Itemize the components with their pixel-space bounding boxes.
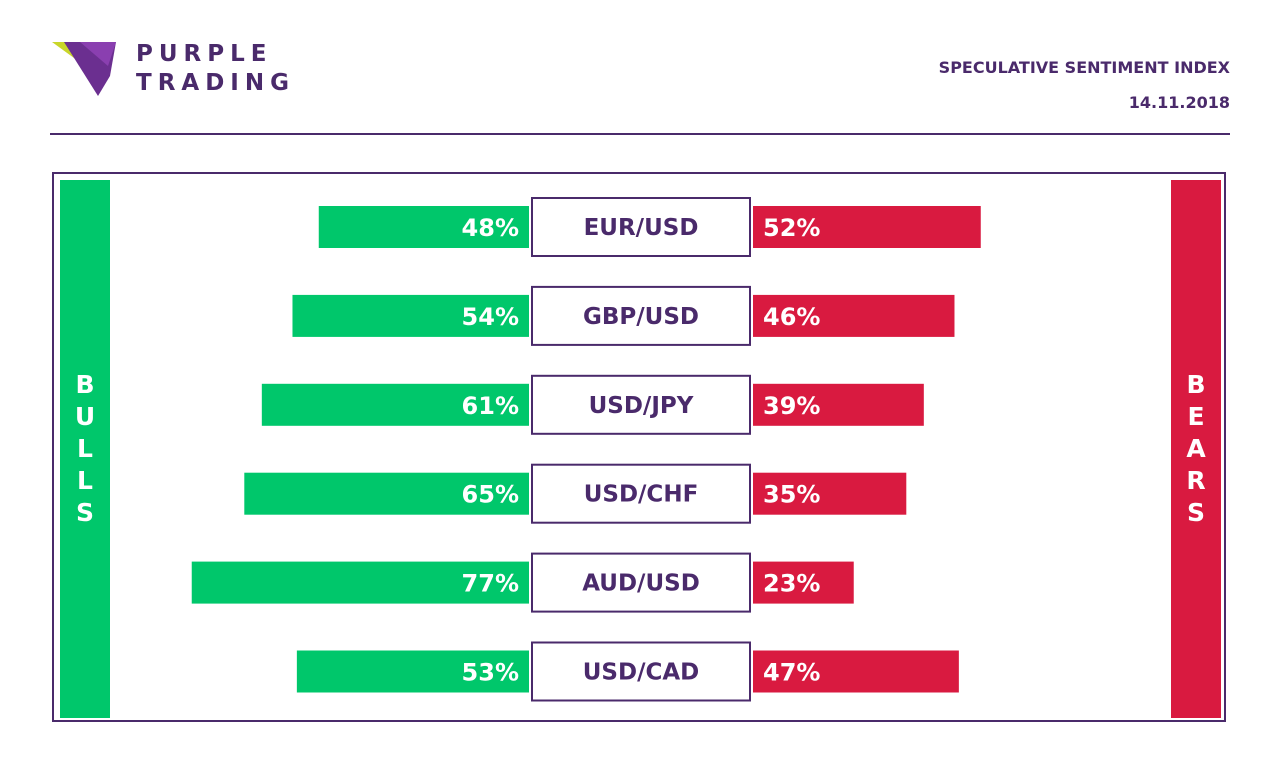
bears-bar: [753, 650, 959, 693]
pair-box: [531, 552, 751, 613]
bears-sidebar: BEARS: [1171, 180, 1221, 718]
pair-box: [531, 463, 751, 524]
bulls-bar: [318, 206, 529, 248]
bulls-value-label: 54%: [462, 303, 519, 331]
bulls-bar: [244, 472, 530, 515]
bears-value-label: 47%: [763, 659, 820, 687]
report-date: 14.11.2018: [1128, 93, 1230, 112]
bears-value-label: 23%: [763, 570, 820, 598]
bulls-label: BULLS: [74, 370, 96, 527]
bears-bar: [753, 472, 907, 515]
bulls-value-label: 61%: [462, 392, 519, 420]
header-divider: [50, 133, 1230, 135]
header-info: SPECULATIVE SENTIMENT INDEX 14.11.2018: [939, 58, 1230, 112]
bears-bar: [753, 383, 924, 426]
bulls-bar: [296, 650, 529, 693]
brand-name: PURPLE TRADING: [136, 40, 295, 98]
pair-box: [531, 374, 751, 435]
pair-box: [531, 197, 751, 257]
bulls-sidebar: BULLS: [60, 180, 110, 718]
brand-line-2: TRADING: [136, 70, 295, 96]
bulls-value-label: 53%: [462, 659, 519, 687]
brand-line-1: PURPLE: [136, 41, 273, 67]
currency-pair-label: GBP/USD: [583, 304, 699, 330]
bears-bar: [753, 206, 981, 248]
bears-bar: [753, 561, 854, 604]
purple-chevron-logo-icon: [52, 42, 116, 96]
bears-label: BEARS: [1186, 370, 1206, 527]
bulls-value-label: 48%: [462, 214, 519, 242]
bears-bar: [753, 294, 955, 337]
currency-pair-label: USD/CHF: [584, 482, 699, 508]
currency-pair-label: EUR/USD: [584, 215, 699, 241]
bears-value-label: 39%: [763, 392, 820, 420]
page-title: SPECULATIVE SENTIMENT INDEX: [938, 58, 1230, 77]
brand-logo: PURPLE TRADING: [50, 38, 310, 100]
bears-value-label: 52%: [763, 214, 820, 242]
bulls-value-label: 77%: [462, 570, 519, 598]
pair-box: [531, 285, 751, 346]
chart-frame: [52, 172, 1226, 722]
bulls-value-label: 65%: [462, 481, 519, 509]
bulls-bar: [191, 561, 530, 604]
currency-pair-label: AUD/USD: [582, 571, 700, 597]
bulls-bar: [261, 383, 529, 426]
currency-pair-label: USD/JPY: [589, 393, 694, 419]
bulls-bar: [292, 294, 529, 337]
bears-value-label: 35%: [763, 481, 820, 509]
pair-box: [531, 641, 751, 702]
bears-value-label: 46%: [763, 303, 820, 331]
currency-pair-label: USD/CAD: [583, 660, 700, 686]
